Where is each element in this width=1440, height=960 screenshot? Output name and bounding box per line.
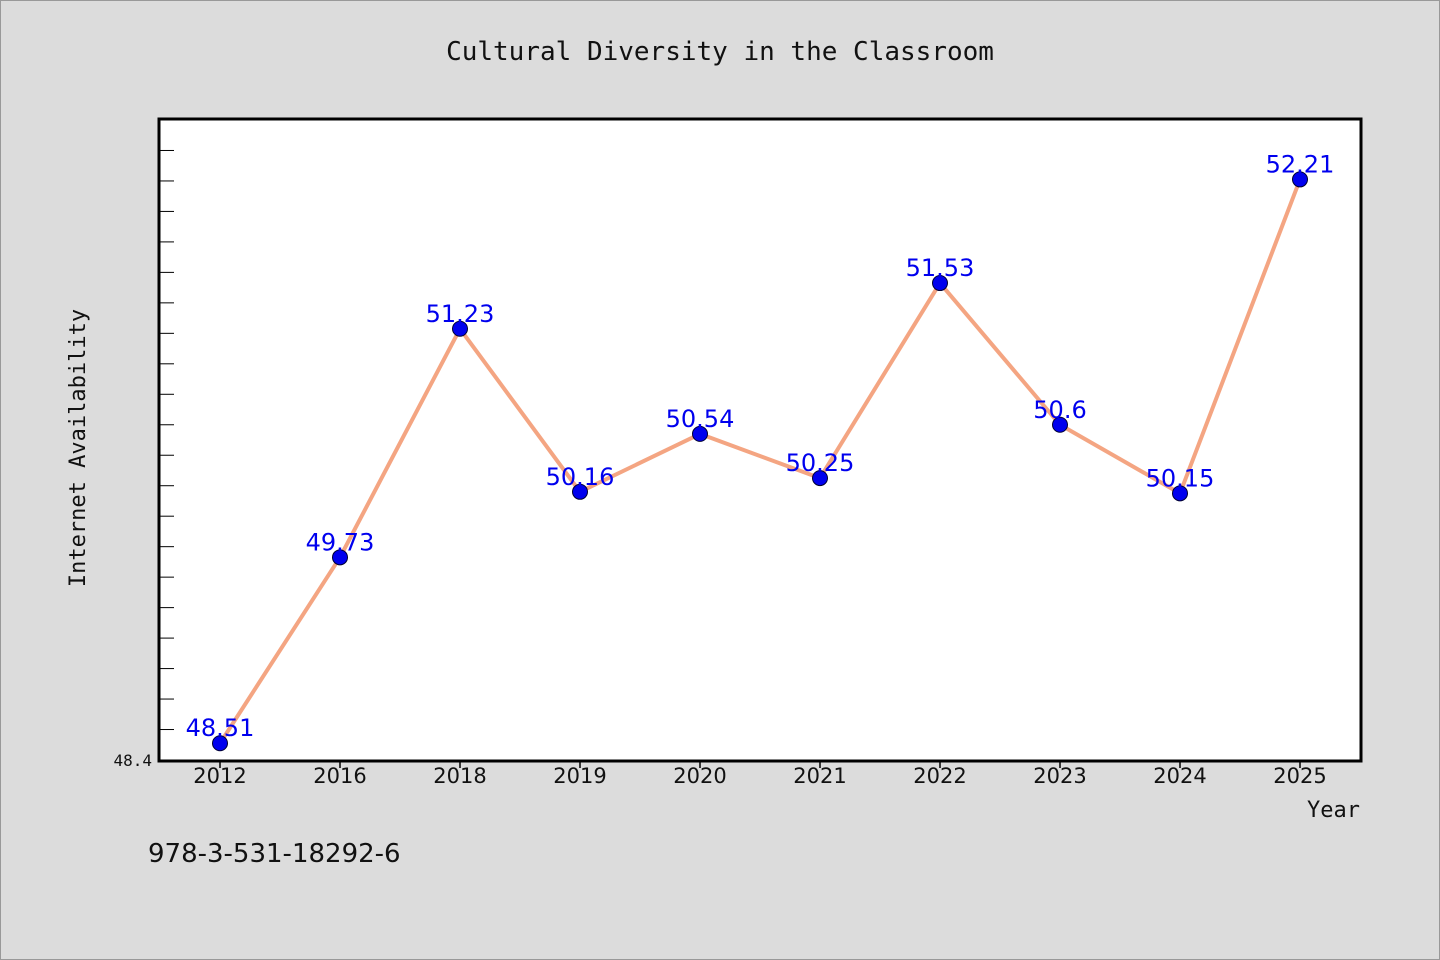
- data-point: [1052, 416, 1068, 433]
- data-point: [932, 275, 948, 292]
- footer-code: 978-3-531-18292-6: [148, 839, 401, 869]
- x-tick-label: 2018: [433, 764, 486, 788]
- data-label: 50.16: [546, 463, 615, 491]
- x-tick-label: 2020: [673, 764, 726, 788]
- y-axis-label: Internet Availability: [66, 309, 91, 587]
- data-label: 50.15: [1146, 464, 1215, 492]
- y-axis-ticks: [160, 119, 174, 761]
- x-tick-label: 2022: [913, 764, 966, 788]
- data-point: [1172, 485, 1188, 502]
- data-label: 51.53: [906, 254, 975, 282]
- plot-area: [157, 117, 1363, 763]
- data-label: 52.21: [1266, 150, 1335, 178]
- x-tick-label: 2016: [313, 764, 366, 788]
- x-tick-label: 2025: [1273, 764, 1326, 788]
- data-point: [452, 320, 468, 337]
- data-label: 49.73: [306, 528, 375, 556]
- x-tick-label: 2024: [1153, 764, 1206, 788]
- data-label: 50.25: [786, 449, 855, 477]
- data-point: [692, 425, 708, 442]
- x-axis-label: Year: [1307, 798, 1360, 823]
- series-line: [218, 178, 1302, 745]
- x-axis-tick-labels: 2012 2016 2018 2019 2020 2021 2022 2023 2024 2025: [193, 764, 1326, 788]
- x-tick-label: 2012: [193, 764, 246, 788]
- data-label: 50.6: [1033, 396, 1086, 424]
- data-point: [212, 735, 228, 752]
- data-point: [572, 483, 588, 500]
- x-tick-label: 2019: [553, 764, 606, 788]
- x-tick-label: 2023: [1033, 764, 1086, 788]
- series-layer: 48.51 49.73 51.23 50.16 50.54 50.25 51.53 50.6 5…: [186, 150, 1335, 752]
- y-axis-min-label: 48.4: [113, 751, 152, 770]
- x-tick-label: 2021: [793, 764, 846, 788]
- chart-title: Cultural Diversity in the Classroom: [446, 37, 994, 67]
- data-point: [812, 470, 828, 487]
- data-point: [1292, 171, 1308, 188]
- data-label: 50.54: [666, 405, 735, 433]
- x-axis-ticks: [219, 760, 1301, 768]
- data-point: [332, 549, 348, 566]
- data-label: 48.51: [186, 714, 255, 742]
- data-label: 51.23: [426, 300, 495, 328]
